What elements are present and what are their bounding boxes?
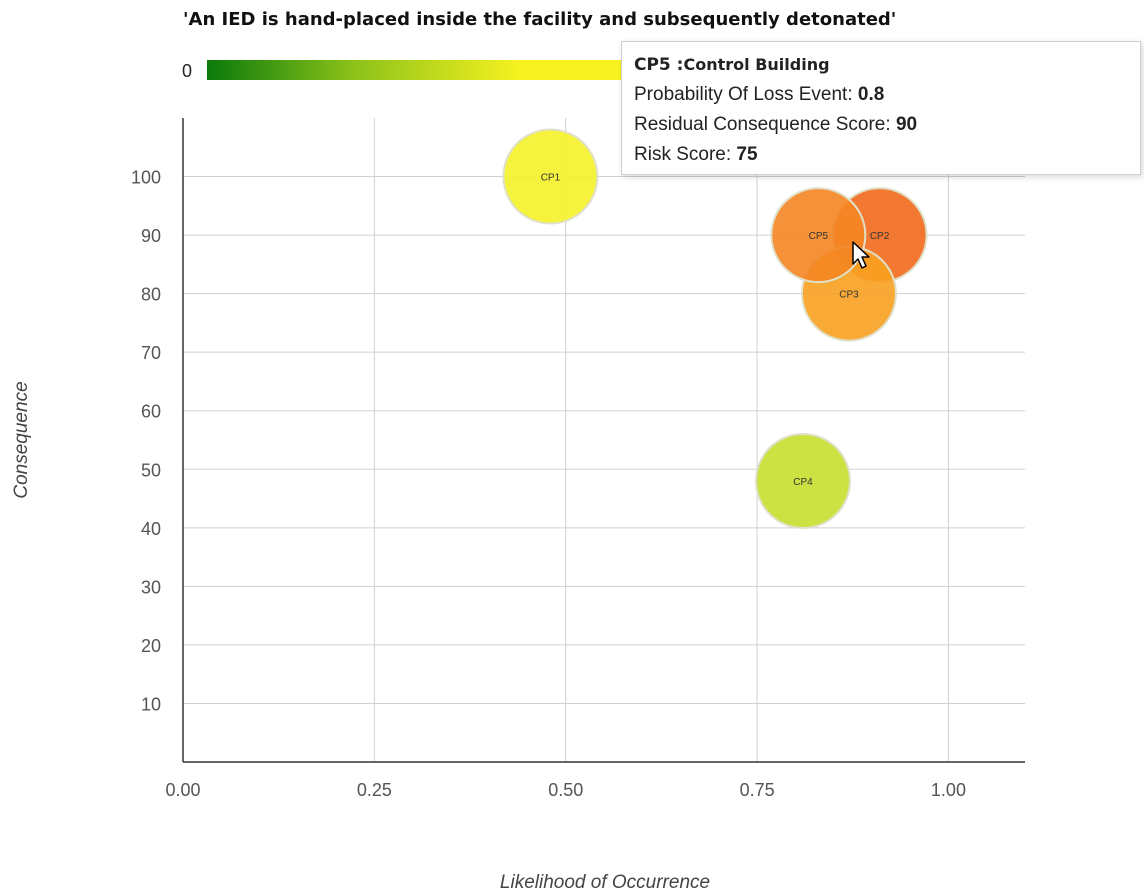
bubble-cp5[interactable]: CP5 xyxy=(770,187,867,284)
bubble-cp1[interactable]: CP1 xyxy=(502,128,599,225)
bubble-label: CP3 xyxy=(839,290,859,301)
tooltip-probability-value: 0.8 xyxy=(857,84,885,105)
y-axis-title: Consequence xyxy=(11,381,32,498)
x-tick-label: 0.25 xyxy=(357,780,392,800)
bubble-label: CP2 xyxy=(870,231,890,242)
tooltip-residual-value: 90 xyxy=(895,114,918,135)
tooltip-probability-row: Probability Of Loss Event: 0.8 xyxy=(634,80,1128,110)
y-tick-label: 80 xyxy=(141,285,161,305)
bubble-circle[interactable] xyxy=(770,187,867,284)
bubble-label: CP5 xyxy=(809,231,829,242)
y-tick-label: 20 xyxy=(141,636,161,656)
tooltip-risk-row: Risk Score: 75 xyxy=(634,140,1128,170)
y-tick-label: 40 xyxy=(141,519,161,539)
y-tick-label: 10 xyxy=(141,694,161,714)
tooltip: CP5 :Control Building Probability Of Los… xyxy=(621,41,1141,175)
y-tick-label: 50 xyxy=(141,460,161,480)
tooltip-probability-label: Probability Of Loss Event: xyxy=(634,84,858,105)
bubble-label: CP1 xyxy=(541,173,561,184)
y-tick-label: 60 xyxy=(141,402,161,422)
bubble-circle[interactable] xyxy=(755,432,852,529)
y-tick-label: 90 xyxy=(141,226,161,246)
chart-title: 'An IED is hand-placed inside the facili… xyxy=(183,9,896,30)
x-tick-label: 0.50 xyxy=(548,780,583,800)
bubbles[interactable]: CP1 CP2 CP3 CP4 CP5 xyxy=(502,128,928,529)
y-tick-label: 30 xyxy=(141,577,161,597)
x-axis-title: Likelihood of Occurrence xyxy=(500,872,710,893)
x-tick-label: 1.00 xyxy=(931,780,966,800)
tooltip-name: Control Building xyxy=(683,55,830,74)
tooltip-residual-row: Residual Consequence Score: 90 xyxy=(634,110,1128,140)
mouse-pointer-icon xyxy=(852,241,870,269)
bubble-cp4[interactable]: CP4 xyxy=(755,432,852,529)
tooltip-risk-label: Risk Score: xyxy=(634,144,737,165)
y-tick-label: 100 xyxy=(131,168,161,188)
color-scale-min-label: 0 xyxy=(182,61,192,81)
tooltip-risk-value: 75 xyxy=(736,144,758,165)
tick-labels: 0.00 0.25 0.50 0.75 1.00 10 20 30 40 50 60 70 80 90 10… xyxy=(131,168,966,800)
bubble-circle[interactable] xyxy=(502,128,599,225)
axes xyxy=(182,118,1025,763)
y-tick-label: 70 xyxy=(141,343,161,363)
bubble-label: CP4 xyxy=(793,477,813,488)
color-scale-bar xyxy=(207,60,627,80)
x-tick-label: 0.75 xyxy=(740,780,775,800)
tooltip-residual-label: Residual Consequence Score: xyxy=(634,114,896,135)
tooltip-id: CP5 : xyxy=(634,55,684,75)
tooltip-title-row: CP5 :Control Building xyxy=(634,50,1128,80)
x-tick-label: 0.00 xyxy=(165,780,200,800)
